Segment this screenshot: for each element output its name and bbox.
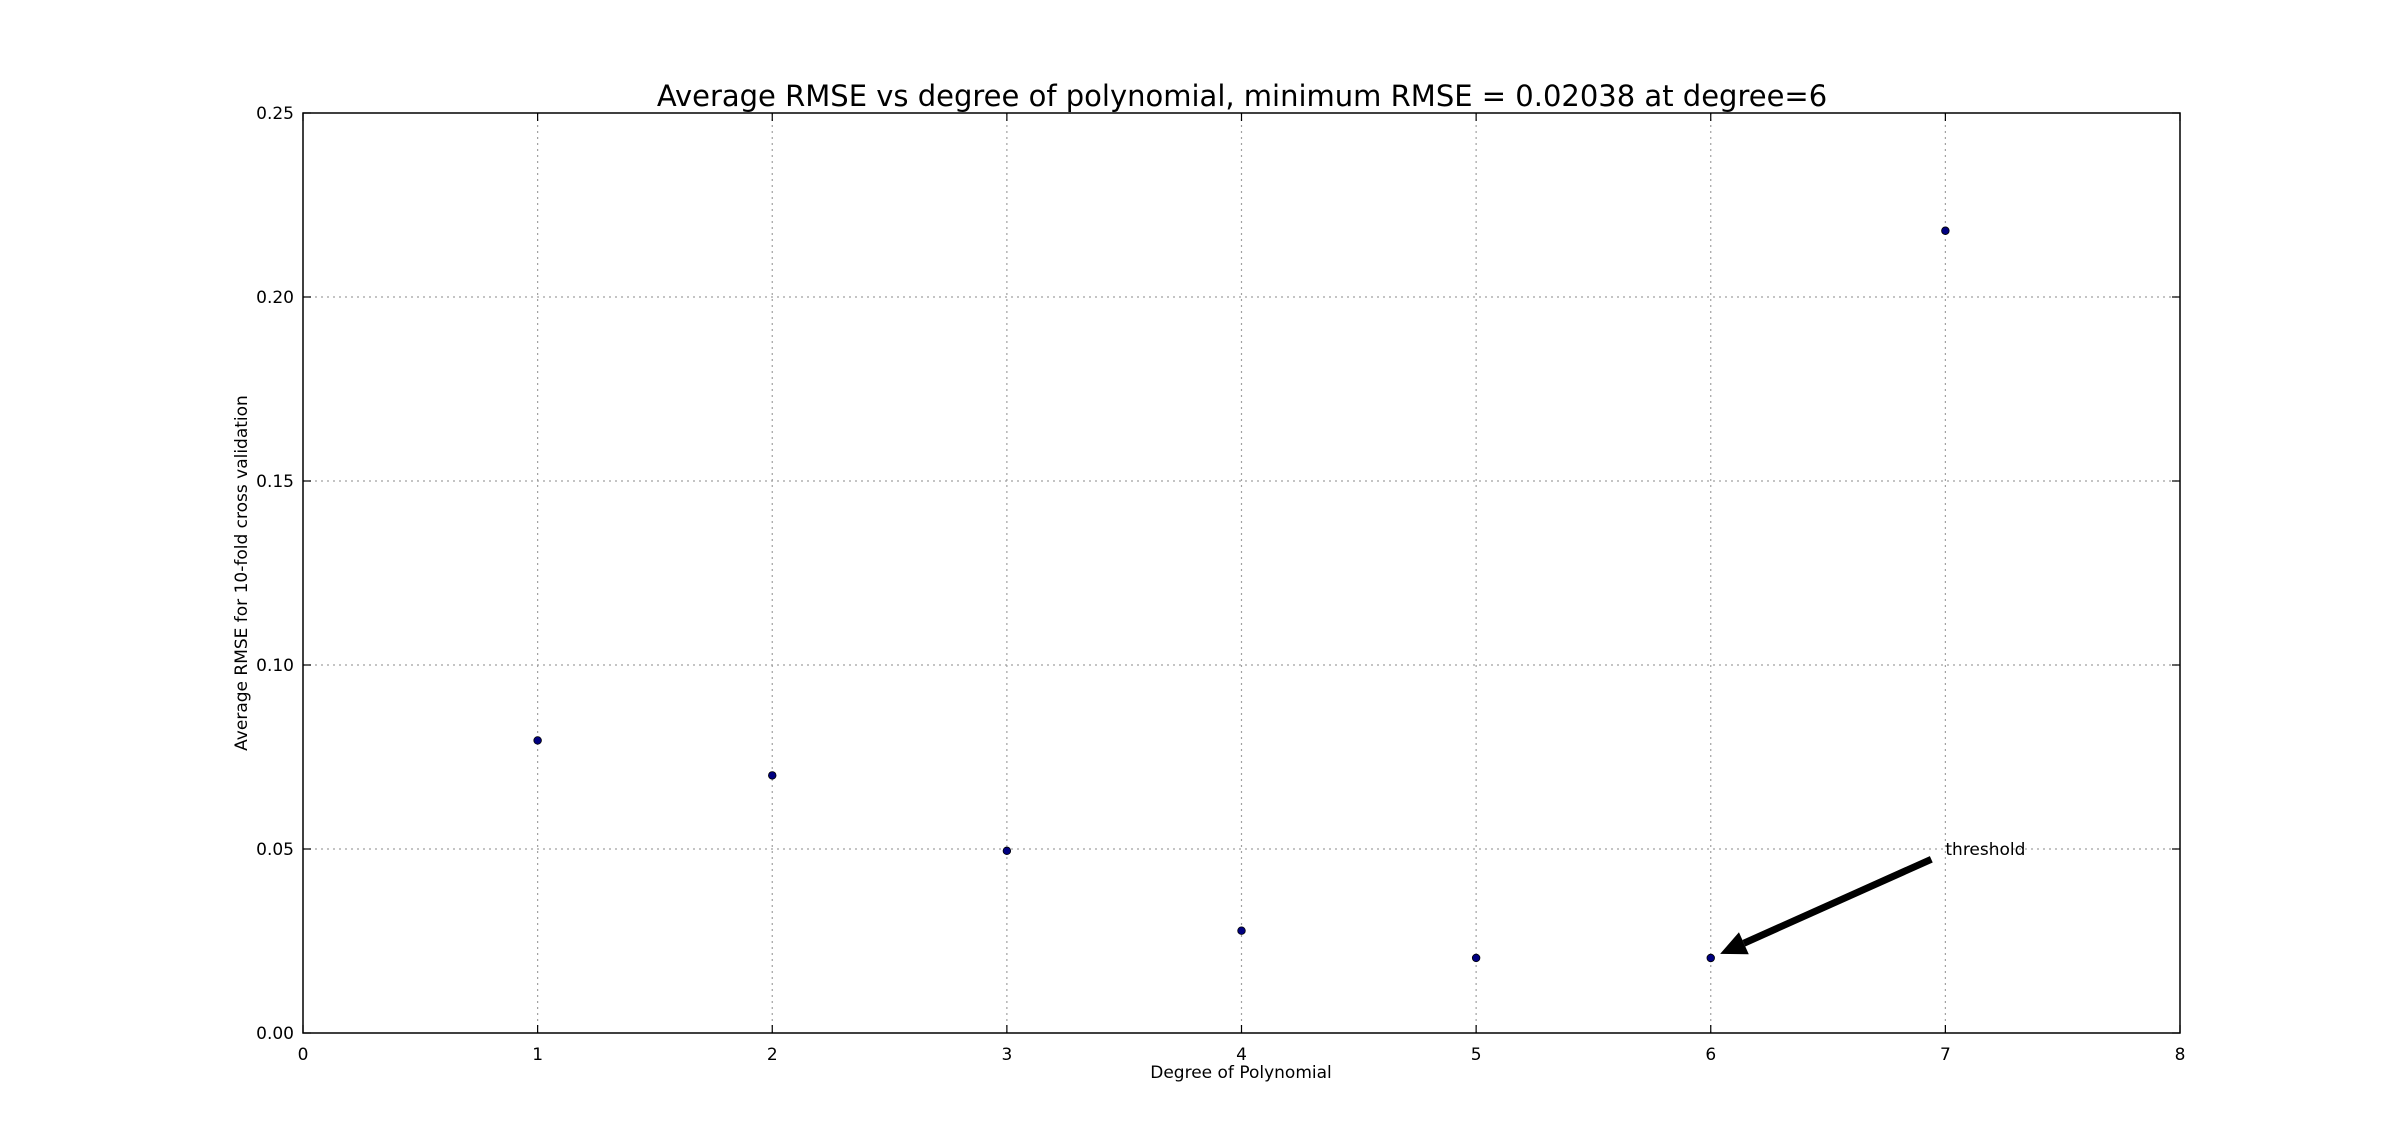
x-tick-label: 7 [1940, 1045, 1951, 1065]
y-tick-label: 0.15 [256, 472, 294, 492]
x-tick-label: 6 [1705, 1045, 1716, 1065]
data-point [1002, 846, 1012, 856]
y-tick-label: 0.25 [256, 104, 294, 124]
x-tick-label: 0 [298, 1045, 309, 1065]
y-axis: 0.00 0.05 0.10 0.15 0.20 0.25 [256, 104, 2180, 1044]
x-axis-label: Degree of Polynomial [1150, 1063, 1332, 1083]
y-axis-label: Average RMSE for 10-fold cross validatio… [232, 395, 252, 751]
data-point [1706, 953, 1715, 963]
data-point [1471, 953, 1481, 963]
annotation-arrow [1742, 856, 1933, 947]
x-tick-label: 3 [1001, 1045, 1012, 1065]
data-point [1237, 926, 1246, 935]
grid [303, 113, 2180, 1033]
y-tick-label: 0.00 [256, 1024, 294, 1044]
data-point [533, 736, 542, 745]
x-tick-label: 1 [532, 1045, 543, 1065]
x-tick-label: 5 [1471, 1045, 1482, 1065]
y-tick-label: 0.05 [256, 840, 294, 860]
y-tick-label: 0.10 [256, 656, 294, 676]
data-points [533, 226, 1950, 963]
annotation-label: threshold [1945, 840, 2025, 860]
chart-title: Average RMSE vs degree of polynomial, mi… [657, 79, 1827, 113]
data-point [1941, 226, 1950, 235]
x-axis: 0 1 2 3 4 5 6 7 8 [298, 113, 2186, 1065]
annotation-arrow-head [1720, 932, 1749, 955]
x-tick-label: 4 [1236, 1045, 1247, 1065]
x-tick-label: 8 [2175, 1045, 2186, 1065]
x-tick-label: 2 [767, 1045, 778, 1065]
annotation: threshold [1720, 840, 2025, 955]
data-point [768, 771, 777, 780]
y-tick-label: 0.20 [256, 288, 294, 308]
